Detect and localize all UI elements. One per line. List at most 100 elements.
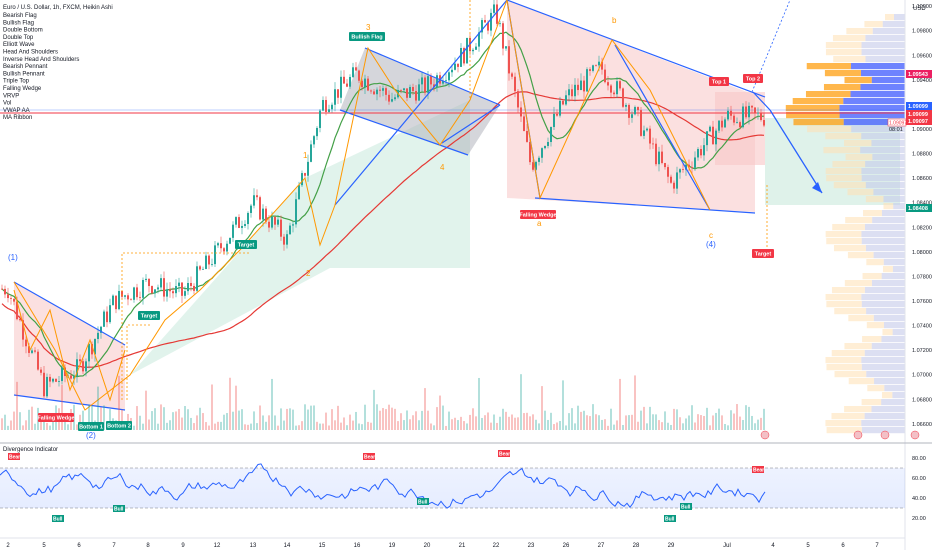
elliott-wave-lines (13, 0, 711, 411)
candle-body (310, 144, 312, 162)
legend-item: Falling Wedge (3, 86, 42, 92)
volume-profile-bar-down (786, 112, 840, 119)
volume-profile-bar-down (826, 175, 862, 182)
time-axis[interactable]: 2 5 6 7 8 9 12 13 14 15 16 19 20 21 22 23 26 27 28 29 Jul 4 5 6… (0, 537, 905, 549)
volume-bar (247, 424, 249, 430)
target-2-tag-text: Target (238, 243, 255, 249)
candle-body (97, 332, 99, 339)
economic-event-icons[interactable] (760, 430, 920, 440)
legend-item: Elliott Wave (3, 42, 35, 48)
time-tick-label: 22 (493, 543, 500, 549)
volume-profile-bar-up (861, 357, 905, 364)
volume-profile-bar-up (865, 56, 905, 63)
candle-body (244, 224, 246, 226)
volume-bar (91, 406, 93, 430)
event-icon-us-2[interactable] (880, 430, 890, 440)
volume-bar (499, 416, 501, 430)
candle-body (22, 320, 24, 340)
volume-bar (25, 420, 27, 430)
volume-bar (199, 407, 201, 430)
candle-body (223, 248, 225, 252)
volume-profile-bar-up (851, 126, 905, 133)
candle-body (40, 369, 42, 373)
event-icon-us-3[interactable] (910, 430, 920, 440)
candle-body (49, 376, 51, 382)
volume-bar (178, 408, 180, 430)
candle-body (334, 89, 336, 105)
volume-profile-bar-up (861, 364, 905, 371)
candle-body (649, 128, 651, 144)
candle-body (232, 224, 234, 238)
candle-body (142, 279, 144, 298)
volume-bar (121, 409, 123, 430)
candle-body (646, 128, 648, 131)
candle-body (544, 145, 546, 149)
candle-body (160, 278, 162, 288)
volume-bar (577, 405, 579, 430)
candle-body (277, 219, 279, 225)
candle-body (598, 61, 600, 66)
volume-bar (154, 408, 156, 430)
volume-bar (433, 425, 435, 430)
candle-body (496, 4, 498, 24)
volume-profile-bar-down (825, 420, 862, 427)
volume-profile-bar-up (839, 112, 905, 119)
volume-bar (661, 422, 663, 430)
candle-body (514, 76, 516, 92)
event-icon-us-1[interactable] (853, 430, 863, 440)
volume-profile-bar-down (885, 14, 894, 21)
candle-body (688, 164, 690, 168)
candle-body (337, 89, 339, 98)
volume-bar (28, 409, 30, 430)
volume-bar (457, 420, 459, 430)
bear-tag-2-text: Bear (364, 455, 375, 461)
volume-bar (460, 416, 462, 430)
price-axis[interactable]: USD 1.100001.098001.096001.094001.092001… (887, 0, 932, 550)
candle-body (262, 208, 264, 220)
volume-bar (562, 380, 564, 430)
wave-1-paren-label: (1) (8, 253, 18, 262)
candle-body (343, 76, 345, 84)
price-tick-label: 1.06800 (912, 397, 932, 403)
target-arrow-head (812, 182, 822, 193)
volume-bar (601, 419, 603, 430)
volume-bar (352, 420, 354, 430)
volume-bar (211, 384, 213, 430)
volume-profile-bar-down (844, 406, 872, 413)
volume-bar (430, 423, 432, 430)
volume-profile-bar-up (865, 182, 905, 189)
volume-bar (469, 414, 471, 430)
event-icon-eur[interactable] (760, 430, 770, 440)
volume-bar (250, 423, 252, 430)
candle-body (715, 130, 717, 145)
volume-bar (286, 408, 288, 430)
volume-profile-bar-up (881, 210, 905, 217)
candle-body (682, 169, 684, 170)
volume-profile-bar-up (871, 343, 905, 350)
candle-body (406, 88, 408, 98)
candle-body (604, 69, 606, 83)
volume-bar (34, 423, 36, 430)
candle-body (592, 65, 594, 71)
volume-bar (19, 412, 21, 430)
volume-profile-bar-down (864, 21, 883, 28)
volume-profile-bar-up (861, 231, 905, 238)
candle-body (475, 46, 477, 50)
volume-profile-bar-down (844, 77, 872, 84)
countdown-price-tag (887, 118, 907, 127)
candle-body (763, 120, 765, 126)
volume-profile-bar-up (884, 385, 905, 392)
volume-bar (49, 425, 51, 430)
candle-body (256, 195, 258, 198)
volume-profile-bar-down (882, 329, 893, 336)
volume-profile-bar-up (882, 21, 905, 28)
volume-profile-bar-up (873, 252, 905, 259)
volume-bar (514, 417, 516, 430)
osc-tick-label: 20.00 (912, 516, 926, 522)
volume-bar (424, 388, 426, 430)
volume-bar (379, 410, 381, 430)
volume-bar (88, 404, 90, 430)
volume-bar (484, 415, 486, 430)
candle-body (430, 76, 432, 85)
